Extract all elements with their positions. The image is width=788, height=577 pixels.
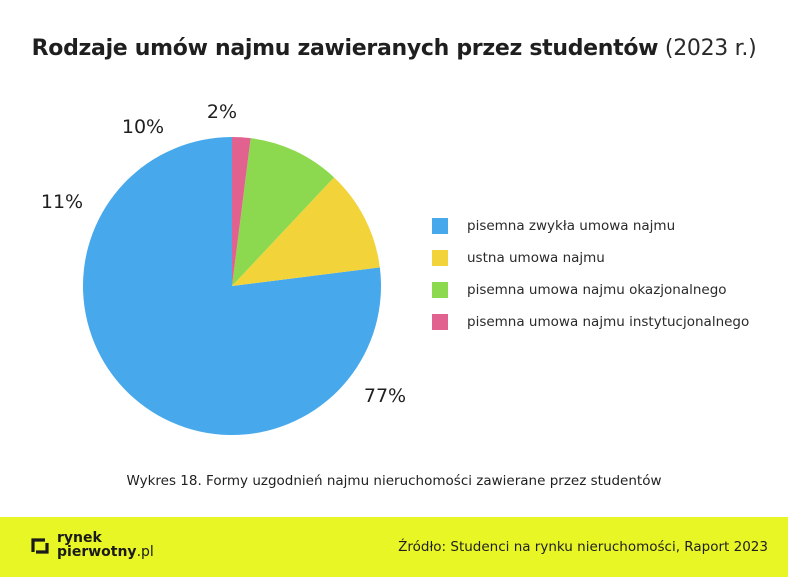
legend-item-1: pisemna zwykła umowa najmu — [432, 210, 749, 242]
source-note: Źródło: Studenci na rynku nieruchomości,… — [398, 539, 768, 555]
legend-item-4: pisemna umowa najmu instytucjonalnego — [432, 306, 749, 338]
slice-value-label-3: 10% — [122, 116, 164, 138]
chart-title: Rodzaje umów najmu zawieranych przez stu… — [0, 36, 788, 61]
legend-item-3: pisemna umowa najmu okazjonalnego — [432, 274, 749, 306]
logo-line-1: rynek — [57, 530, 102, 546]
legend-label-3: pisemna umowa najmu okazjonalnego — [467, 282, 727, 298]
logo-suffix: .pl — [136, 544, 154, 560]
chart-title-main: Rodzaje umów najmu zawieranych przez stu… — [31, 36, 659, 61]
figure-caption: Wykres 18. Formy uzgodnień najmu nieruch… — [126, 473, 662, 489]
slice-value-label-2: 11% — [41, 191, 83, 213]
legend-swatch-3 — [432, 282, 448, 298]
legend-label-4: pisemna umowa najmu instytucjonalnego — [467, 314, 750, 330]
legend: pisemna zwykła umowa najmu ustna umowa na… — [432, 210, 749, 338]
chart-title-year: (2023 r.) — [664, 36, 757, 61]
slice-value-label-4: 2% — [207, 101, 237, 123]
pie-slice-2 — [232, 177, 380, 286]
legend-label-1: pisemna zwykła umowa najmu — [467, 218, 676, 234]
brand-logo[interactable]: rynek pierwotny.pl — [30, 531, 154, 559]
legend-label-2: ustna umowa najmu — [467, 250, 605, 266]
legend-swatch-1 — [432, 218, 448, 234]
pie-slice-3 — [232, 138, 334, 286]
logo-mark-icon — [30, 535, 50, 555]
logo-text: rynek pierwotny.pl — [57, 531, 154, 559]
logo-line-2: pierwotny — [57, 544, 137, 560]
legend-item-2: ustna umowa najmu — [432, 242, 749, 274]
pie-slice-4 — [232, 137, 251, 286]
slice-value-label-1: 77% — [364, 385, 406, 407]
footer-bar: rynek pierwotny.pl Źródło: Studenci na r… — [0, 517, 788, 577]
legend-swatch-4 — [432, 314, 448, 330]
legend-swatch-2 — [432, 250, 448, 266]
